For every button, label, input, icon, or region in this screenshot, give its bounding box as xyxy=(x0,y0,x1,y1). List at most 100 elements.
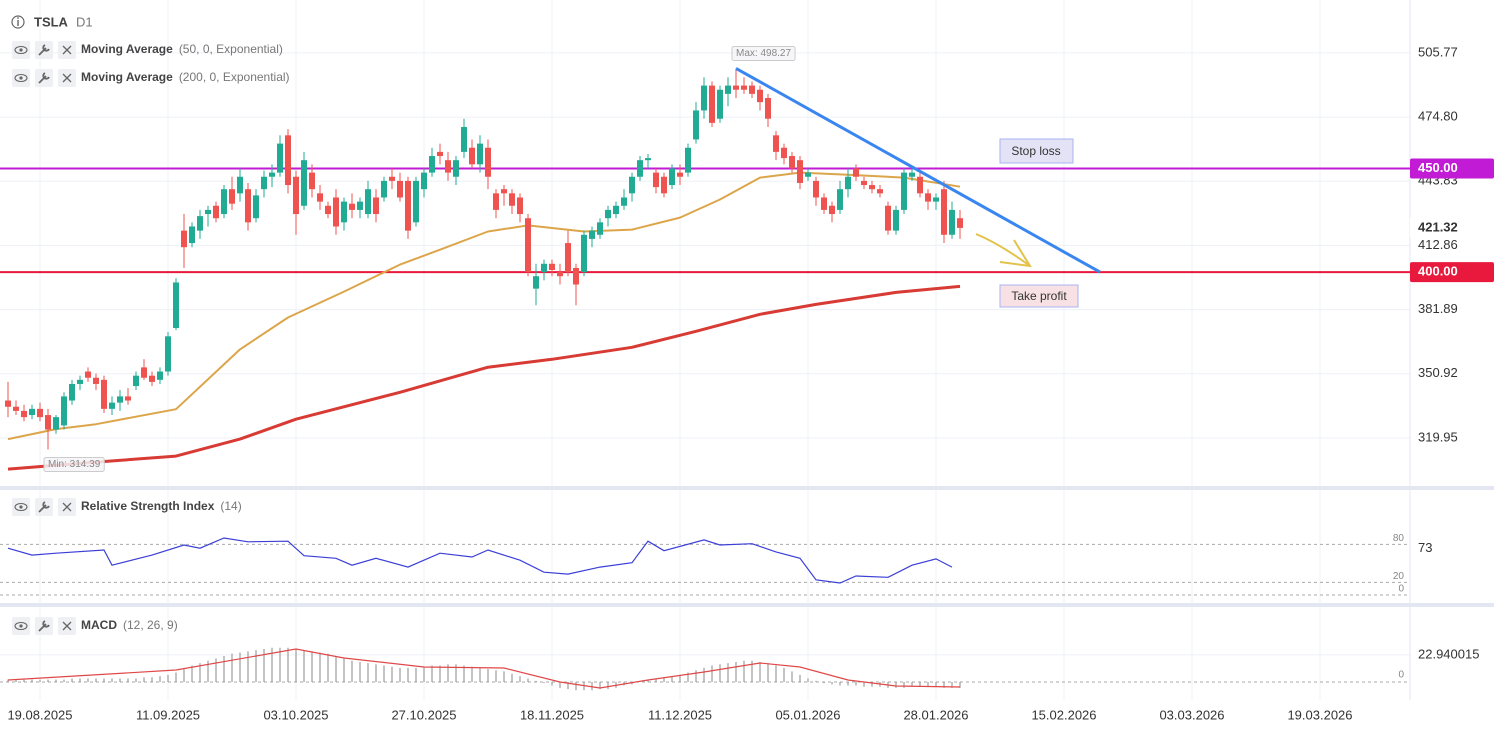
candle-body xyxy=(845,176,851,190)
candle-body xyxy=(533,276,539,289)
candle-body xyxy=(325,205,331,215)
candle-body xyxy=(709,85,715,123)
candle-body xyxy=(453,160,459,177)
candle-body xyxy=(221,189,227,215)
wrench-icon xyxy=(38,620,50,632)
candle-body xyxy=(605,209,611,219)
indicator-title: Moving Average xyxy=(81,42,173,56)
candle-body xyxy=(757,89,763,103)
candle-body xyxy=(829,205,835,215)
candle-body xyxy=(957,218,963,228)
candle-body xyxy=(85,371,91,378)
eye-icon xyxy=(19,624,23,628)
wrench-icon xyxy=(38,501,50,513)
note-text: Stop loss xyxy=(1011,144,1060,158)
candle-body xyxy=(661,176,667,194)
candle-body xyxy=(909,172,915,177)
candle-body xyxy=(293,176,299,215)
x-tick-label: 27.10.2025 xyxy=(391,707,456,722)
candle-body xyxy=(637,160,643,177)
candle-body xyxy=(885,205,891,231)
candle-body xyxy=(725,85,731,94)
y-tick-label: 505.77 xyxy=(1418,44,1458,59)
candle-body xyxy=(245,189,251,223)
last-value-label: 73 xyxy=(1418,540,1432,555)
candle-body xyxy=(373,197,379,215)
candle-body xyxy=(701,85,707,111)
candle-body xyxy=(717,89,723,119)
candle-body xyxy=(285,135,291,186)
indicator-params: (50, 0, Exponential) xyxy=(179,42,283,56)
close-icon xyxy=(62,73,72,83)
max-label: Max: 498.27 xyxy=(736,48,791,59)
eye-icon xyxy=(19,76,23,80)
candle-body xyxy=(437,151,443,157)
trend-line[interactable] xyxy=(735,67,1101,274)
pane-separator xyxy=(0,603,1494,607)
candle-body xyxy=(541,263,547,273)
candle-body xyxy=(949,209,955,235)
candle-body xyxy=(877,189,883,194)
candle-body xyxy=(133,375,139,387)
candle-body xyxy=(501,189,507,194)
candle-body xyxy=(125,396,131,401)
candle-body xyxy=(733,85,739,90)
candle-body xyxy=(53,417,59,430)
y-tick-label: 474.80 xyxy=(1418,109,1458,124)
last-price-bg xyxy=(1410,217,1494,238)
info-icon[interactable] xyxy=(11,15,25,29)
candle-body xyxy=(333,197,339,227)
rsi-line xyxy=(7,537,953,584)
close-icon xyxy=(62,621,72,631)
x-tick-label: 19.08.2025 xyxy=(7,707,72,722)
candle-body xyxy=(413,180,419,223)
candle-body xyxy=(165,336,171,372)
min-label-box xyxy=(43,456,105,472)
candle-body xyxy=(213,205,219,219)
eye-icon xyxy=(14,502,28,512)
x-tick-label: 15.02.2026 xyxy=(1031,707,1096,722)
candle-body xyxy=(765,98,771,119)
info-icon xyxy=(17,17,19,19)
y-tick-label: 319.95 xyxy=(1418,429,1458,444)
candle-body xyxy=(229,189,235,204)
candle-body xyxy=(197,216,203,231)
candle-body xyxy=(173,282,179,329)
max-label-box xyxy=(731,45,796,61)
x-tick-label: 11.12.2025 xyxy=(648,707,712,722)
candle-body xyxy=(421,172,427,190)
arrow xyxy=(975,233,1032,268)
candle-body xyxy=(93,377,99,384)
candle-body xyxy=(589,230,595,239)
y-tick-label: 381.89 xyxy=(1418,301,1458,316)
wrench-icon xyxy=(38,72,50,84)
close-icon xyxy=(62,45,72,55)
y-tick-label: 80 xyxy=(1393,533,1405,544)
candle-body xyxy=(693,110,699,140)
candle-body xyxy=(573,267,579,285)
candle-body xyxy=(101,379,107,409)
grid xyxy=(0,0,1410,700)
min-label: Min: 314.39 xyxy=(48,459,101,470)
x-tick-label: 03.10.2025 xyxy=(263,707,328,722)
note-box[interactable] xyxy=(999,138,1074,164)
candle-body xyxy=(669,168,675,186)
candle-body xyxy=(365,189,371,215)
pane-separator xyxy=(0,486,1494,490)
candle-body xyxy=(45,415,51,430)
candle-body xyxy=(37,408,43,418)
note-box[interactable] xyxy=(999,284,1079,308)
candle-body xyxy=(813,180,819,198)
y-tick-label: 412.86 xyxy=(1418,237,1458,252)
candle-body xyxy=(189,226,195,244)
candle-body xyxy=(941,189,947,235)
y-tick-label: 0 xyxy=(1398,584,1404,595)
indicator-title: MACD xyxy=(81,618,117,632)
candle-body xyxy=(397,180,403,198)
candle-body xyxy=(901,172,907,210)
x-tick-label: 18.11.2025 xyxy=(520,707,584,722)
x-tick-label: 03.03.2026 xyxy=(1159,707,1224,722)
candle-body xyxy=(933,197,939,202)
